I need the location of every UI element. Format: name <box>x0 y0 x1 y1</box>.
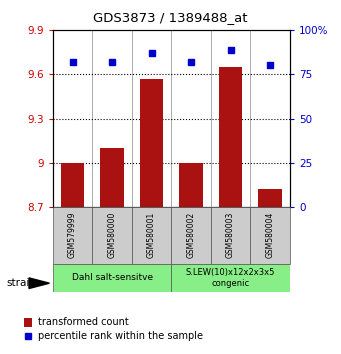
Text: S.LEW(10)x12x2x3x5
congenic: S.LEW(10)x12x2x3x5 congenic <box>186 268 275 287</box>
FancyBboxPatch shape <box>171 207 211 264</box>
Text: GSM580003: GSM580003 <box>226 212 235 258</box>
Bar <box>258 189 282 207</box>
Bar <box>24 318 32 327</box>
FancyBboxPatch shape <box>92 207 132 264</box>
Bar <box>179 163 203 207</box>
Polygon shape <box>29 278 49 289</box>
FancyBboxPatch shape <box>53 264 171 292</box>
Text: GSM579999: GSM579999 <box>68 212 77 258</box>
FancyBboxPatch shape <box>171 264 290 292</box>
Text: GSM580004: GSM580004 <box>266 212 275 258</box>
Bar <box>61 163 85 207</box>
Text: transformed count: transformed count <box>38 317 128 327</box>
Bar <box>100 148 124 207</box>
FancyBboxPatch shape <box>53 207 92 264</box>
Text: GSM580000: GSM580000 <box>108 212 117 258</box>
Text: percentile rank within the sample: percentile rank within the sample <box>38 331 203 341</box>
Text: GSM580001: GSM580001 <box>147 212 156 258</box>
FancyBboxPatch shape <box>250 207 290 264</box>
FancyBboxPatch shape <box>132 207 171 264</box>
Text: GDS3873 / 1389488_at: GDS3873 / 1389488_at <box>93 11 248 24</box>
FancyBboxPatch shape <box>211 207 250 264</box>
Bar <box>140 79 163 207</box>
Text: strain: strain <box>7 278 37 288</box>
Bar <box>219 67 242 207</box>
Text: GSM580002: GSM580002 <box>187 212 196 258</box>
Text: Dahl salt-sensitve: Dahl salt-sensitve <box>72 273 153 282</box>
